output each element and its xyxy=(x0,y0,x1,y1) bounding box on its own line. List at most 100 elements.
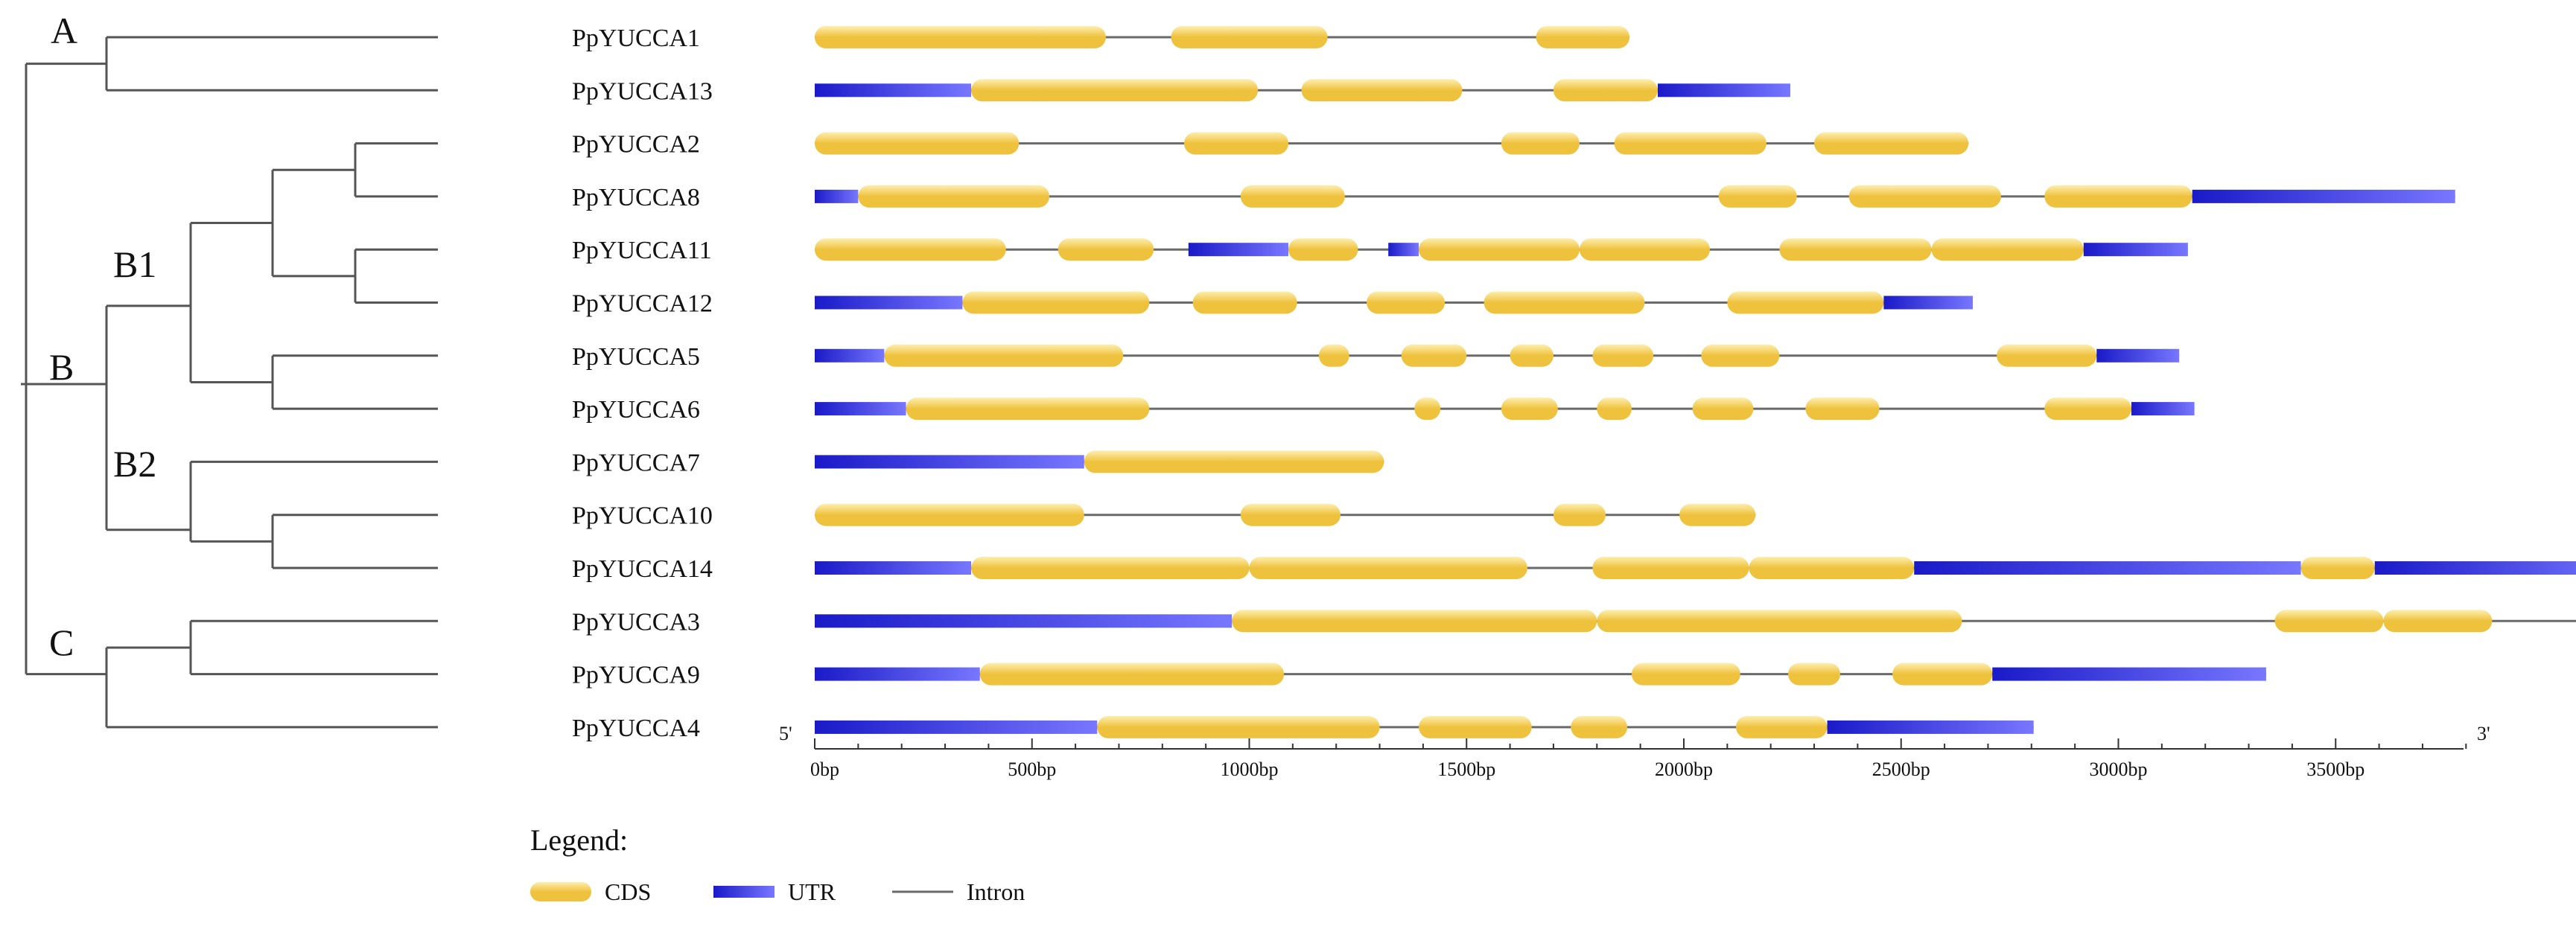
cds-block xyxy=(1579,238,1711,261)
gene-name: PpYUCCA6 xyxy=(572,396,700,424)
cds-block xyxy=(971,79,1259,102)
cds-block xyxy=(1367,291,1446,314)
utr-block xyxy=(2192,189,2455,203)
utr-block xyxy=(815,455,1084,469)
gene-row xyxy=(815,715,2034,738)
clade-label-a: A xyxy=(51,10,77,51)
cds-block xyxy=(1736,715,1828,738)
legend-label: CDS xyxy=(605,878,651,905)
utr-block xyxy=(815,720,1098,734)
gene-name: PpYUCCA12 xyxy=(572,290,713,318)
utr-block xyxy=(815,189,859,203)
cds-block xyxy=(2274,610,2384,633)
clade-label-b1: B1 xyxy=(113,243,156,285)
gene-name: PpYUCCA1 xyxy=(572,25,700,52)
legend-items: CDS UTR Intron xyxy=(530,878,1025,905)
clade-label-b2: B2 xyxy=(113,443,156,485)
cds-block xyxy=(2044,185,2192,208)
gene-name: PpYUCCA8 xyxy=(572,184,700,211)
cds-block xyxy=(1597,397,1632,421)
cds-block xyxy=(1749,557,1915,579)
utr-block xyxy=(815,348,885,363)
axis-tick-label: 3500bp xyxy=(2306,759,2364,780)
utr-block xyxy=(2083,243,2188,257)
cds-block xyxy=(1727,291,1884,314)
gene-name: PpYUCCA2 xyxy=(572,131,700,159)
legend-swatch-utr xyxy=(713,886,775,898)
gene-row xyxy=(815,450,1384,473)
axis-tick-label: 3000bp xyxy=(2090,759,2148,780)
cds-block xyxy=(1692,397,1754,421)
gene-row xyxy=(815,26,1630,48)
gene-name: PpYUCCA11 xyxy=(572,237,712,264)
cds-block xyxy=(1931,238,2084,261)
cds-block xyxy=(1679,503,1756,526)
axis-tick-label: 500bp xyxy=(1008,759,1056,780)
gene-name: PpYUCCA10 xyxy=(572,502,713,530)
gene-name: PpYUCCA7 xyxy=(572,449,700,476)
cds-block xyxy=(1483,291,1645,314)
cds-block xyxy=(1597,610,1962,633)
cds-block xyxy=(1192,291,1297,314)
cds-block xyxy=(1414,397,1441,421)
cds-block xyxy=(1419,715,1532,738)
cds-block xyxy=(1301,79,1463,102)
cds-block xyxy=(1249,557,1527,579)
cds-block xyxy=(1084,450,1384,473)
axis-tick-label: 0bp xyxy=(810,759,839,780)
cds-block xyxy=(1419,238,1580,261)
five-prime-label: 5' xyxy=(779,723,792,744)
cds-block xyxy=(1805,397,1880,421)
utr-block xyxy=(815,296,963,310)
cds-block xyxy=(1401,344,1467,367)
utr-block xyxy=(1883,296,1974,310)
cds-block xyxy=(1058,238,1154,261)
axis-tick-label: 2000bp xyxy=(1655,759,1713,780)
utr-block xyxy=(2131,402,2195,416)
utr-block xyxy=(815,667,980,681)
utr-block xyxy=(815,561,972,575)
clade-label-c: C xyxy=(49,622,74,663)
cds-block xyxy=(1240,185,1345,208)
gene-name: PpYUCCA4 xyxy=(572,715,700,742)
legend-label: Intron xyxy=(967,878,1025,905)
utr-block xyxy=(815,614,1233,628)
gene-row xyxy=(815,557,2576,579)
cds-block xyxy=(979,662,1285,686)
cds-block xyxy=(815,132,1020,155)
gene-name: PpYUCCA5 xyxy=(572,343,700,371)
cds-block xyxy=(815,503,1084,526)
gene-row xyxy=(815,662,2266,686)
cds-block xyxy=(1318,344,1349,367)
utr-block xyxy=(1188,243,1289,257)
cds-block xyxy=(1592,344,1654,367)
cds-block xyxy=(858,185,1050,208)
gene-row xyxy=(815,610,2576,633)
cds-block xyxy=(1501,132,1580,155)
cds-block xyxy=(1631,662,1740,686)
tree-labels: A B B1 B2 C xyxy=(49,10,156,663)
cds-block xyxy=(1701,344,1780,367)
utr-block xyxy=(1914,561,2301,575)
gene-names: PpYUCCA1 PpYUCCA13 PpYUCCA2 PpYUCCA8 PpYUCCA… xyxy=(572,25,713,742)
cds-block xyxy=(884,344,1124,367)
gene-row xyxy=(815,291,1974,314)
gene-name: PpYUCCA9 xyxy=(572,662,700,689)
utr-block xyxy=(1657,83,1790,98)
cds-block xyxy=(2044,397,2132,421)
cds-block xyxy=(1510,344,1553,367)
cds-block xyxy=(1718,185,1797,208)
gene-row xyxy=(815,132,1969,155)
cds-block xyxy=(971,557,1250,579)
cds-block xyxy=(1288,238,1358,261)
gene-row xyxy=(815,344,2180,367)
cds-block xyxy=(1997,344,2097,367)
utr-block xyxy=(815,402,906,416)
cds-block xyxy=(1779,238,1932,261)
cds-block xyxy=(1553,503,1606,526)
utr-block xyxy=(2374,561,2576,575)
cds-block xyxy=(1592,557,1749,579)
axis-tick-label: 1500bp xyxy=(1437,759,1495,780)
cds-block xyxy=(1788,662,1841,686)
cds-block xyxy=(1232,610,1597,633)
